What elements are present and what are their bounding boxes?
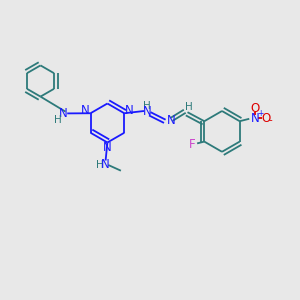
Text: N: N: [125, 104, 134, 117]
Text: +: +: [257, 110, 264, 118]
Text: H: H: [54, 115, 62, 125]
Text: -: -: [269, 115, 273, 125]
Text: H: H: [143, 101, 151, 111]
Text: N: N: [103, 141, 112, 154]
Text: O: O: [261, 112, 271, 125]
Text: F: F: [188, 138, 195, 151]
Text: N: N: [251, 112, 260, 125]
Text: N: N: [167, 114, 176, 128]
Text: N: N: [101, 158, 110, 171]
Text: N: N: [58, 107, 68, 120]
Text: H: H: [96, 160, 104, 170]
Text: N: N: [81, 104, 89, 117]
Text: H: H: [185, 102, 193, 112]
Text: O: O: [250, 102, 260, 115]
Text: N: N: [143, 105, 152, 118]
